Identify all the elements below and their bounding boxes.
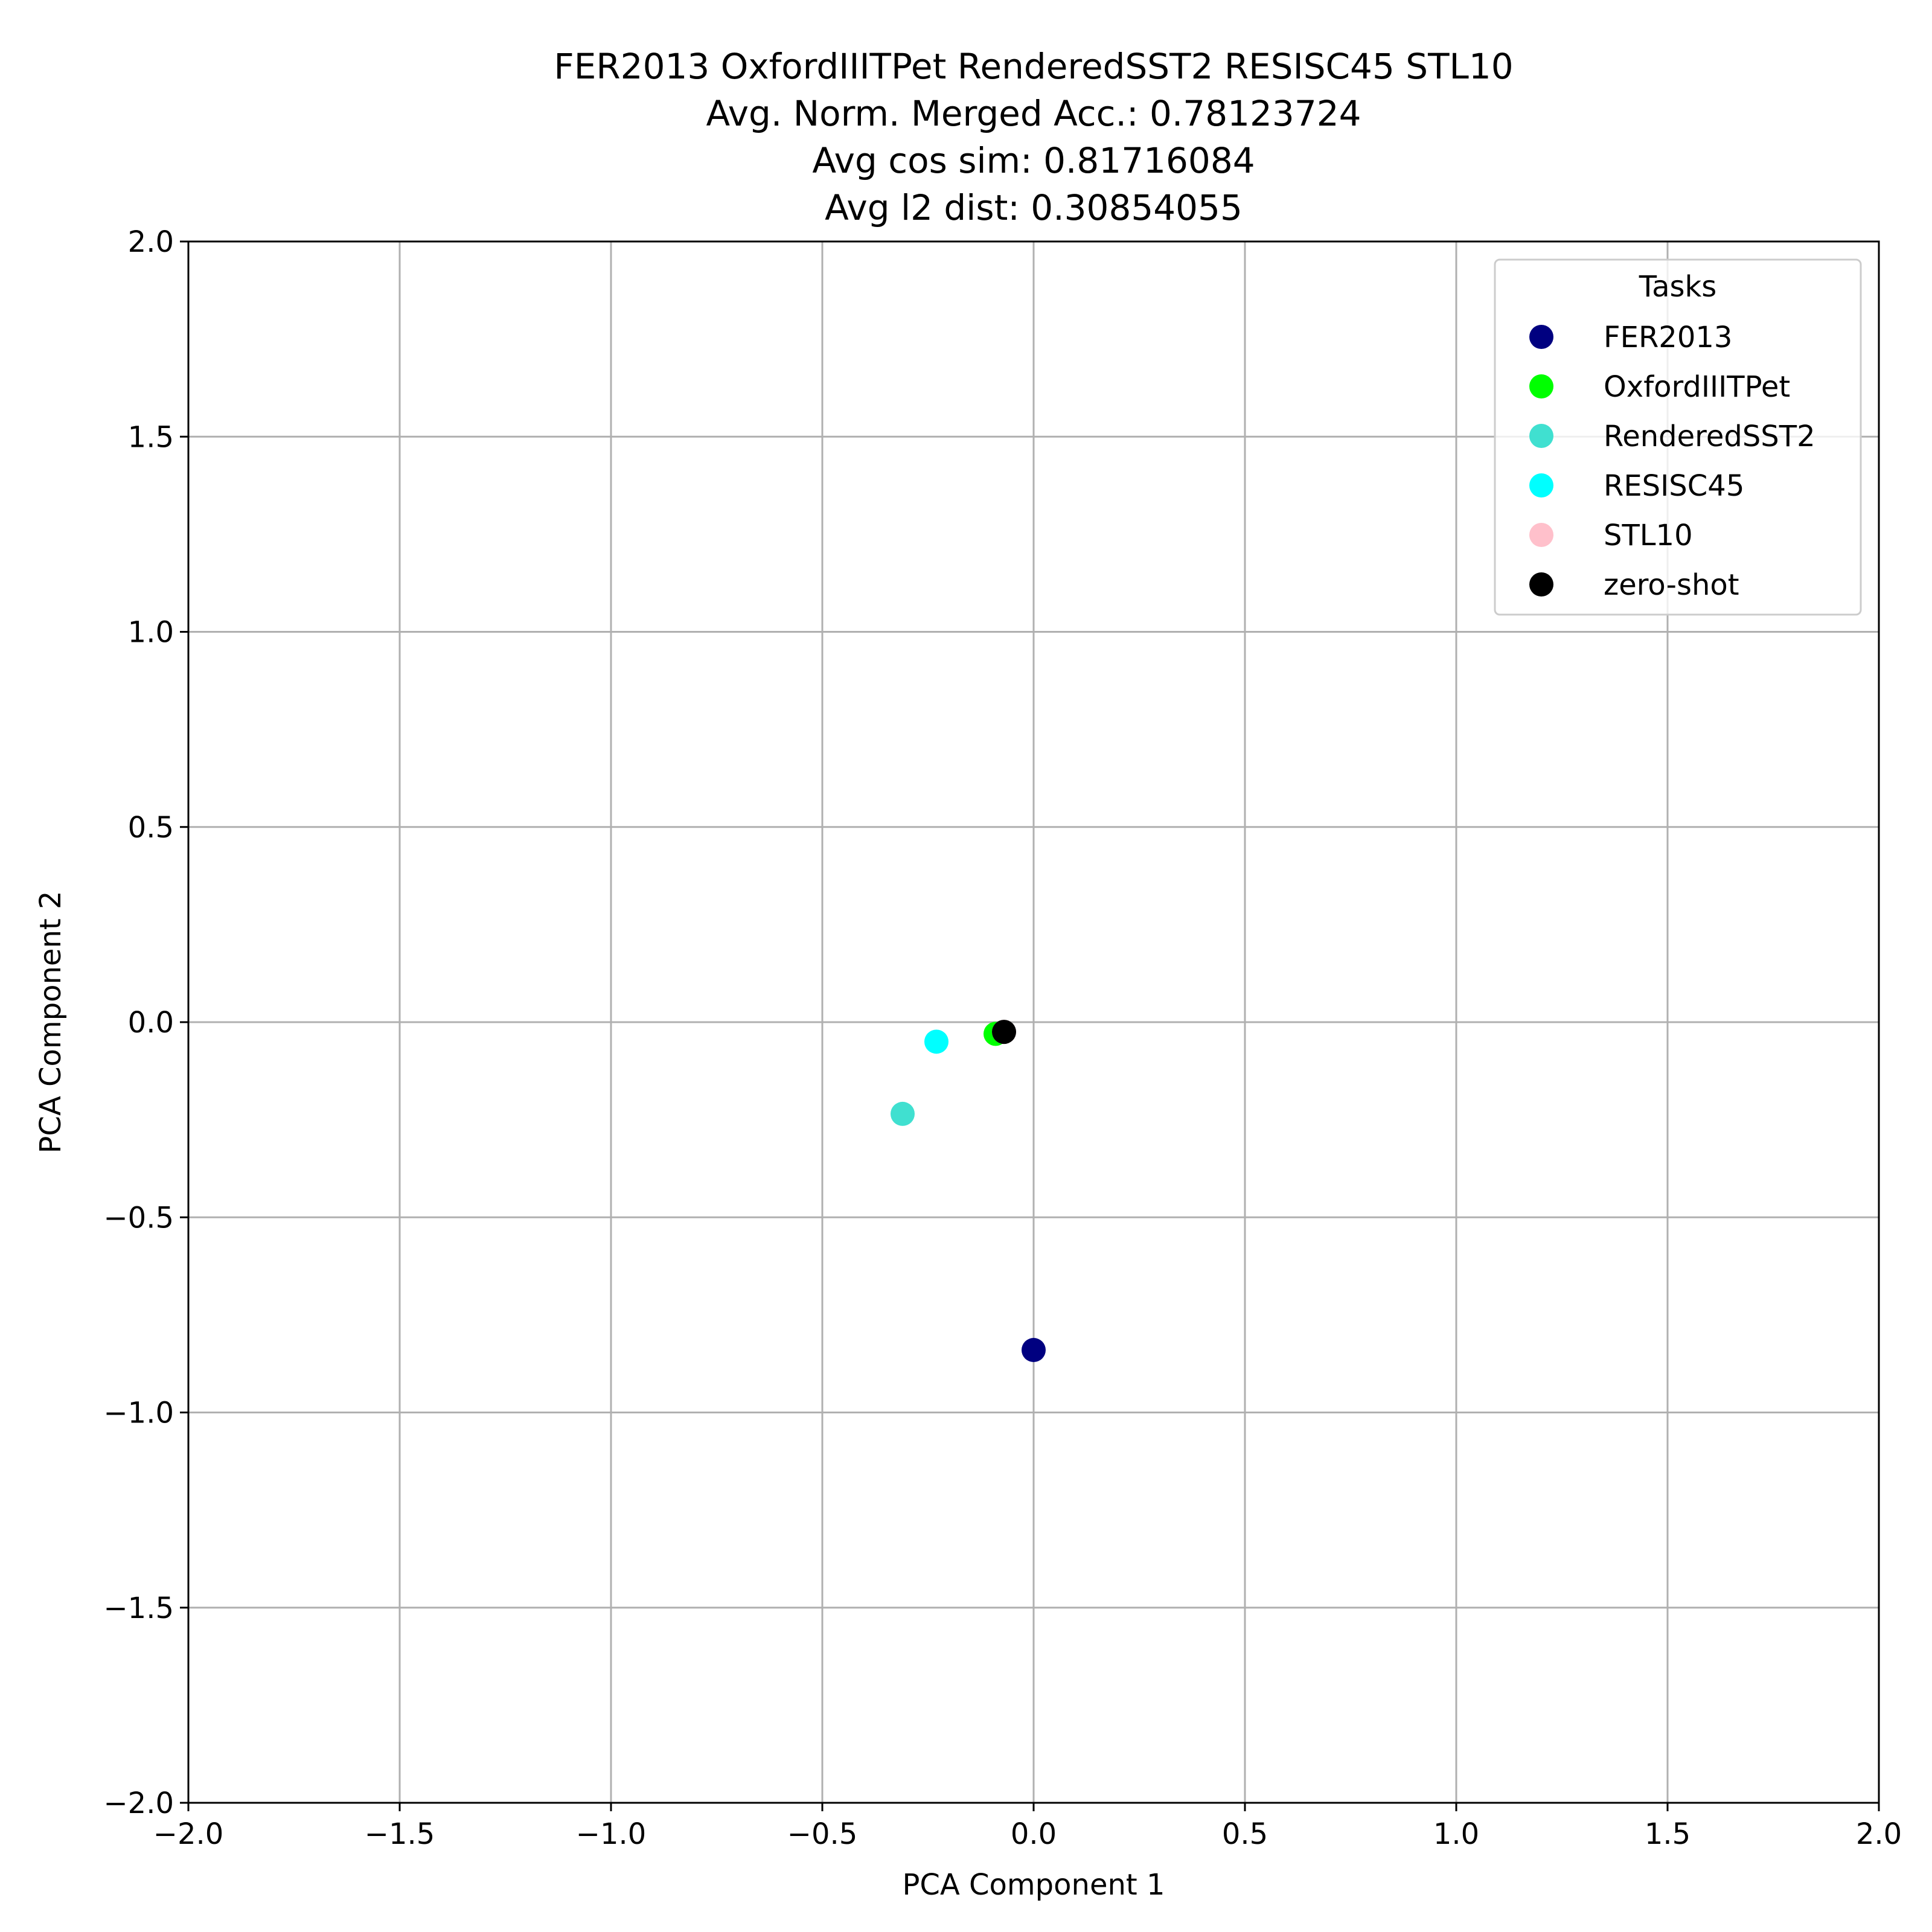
x-tick-label: 0.5 — [1222, 1817, 1268, 1851]
legend-box — [1494, 258, 1862, 616]
x-axis-label: PCA Component 1 — [902, 1868, 1165, 1902]
legend-marker-oxfordiiitpet — [1529, 374, 1553, 398]
x-tick-label: 1.5 — [1645, 1817, 1690, 1851]
data-points — [891, 1020, 1046, 1363]
y-tick-label: −2.0 — [103, 1786, 174, 1820]
x-tick-label: 1.0 — [1433, 1817, 1479, 1851]
x-tick-label: 0.0 — [1011, 1817, 1057, 1851]
legend: Tasks FER2013 OxfordIIITPet RenderedSST2 RE… — [1494, 258, 1862, 616]
title-line-2: Avg. Norm. Merged Acc.: 0.78123724 — [706, 93, 1361, 134]
y-tick-label: 0.5 — [128, 811, 174, 845]
legend-marker-fer2013 — [1529, 325, 1553, 349]
legend-marker-resisc45 — [1529, 473, 1553, 497]
legend-label-renderedsst2: RenderedSST2 — [1604, 420, 1815, 453]
legend-title: Tasks — [1639, 270, 1717, 304]
title-line-1: FER2013 OxfordIIITPet RenderedSST2 RESIS… — [554, 46, 1513, 87]
point-renderedsst2 — [891, 1101, 915, 1126]
legend-label-oxfordiiitpet: OxfordIIITPet — [1604, 370, 1790, 404]
point-resisc45 — [924, 1029, 948, 1054]
title-line-3: Avg cos sim: 0.81716084 — [812, 140, 1255, 181]
plot-frame — [187, 240, 1880, 1804]
y-tick-label: 0.0 — [128, 1006, 174, 1040]
legend-label-zero-shot: zero-shot — [1604, 568, 1739, 602]
title-line-4: Avg l2 dist: 0.30854055 — [825, 187, 1243, 228]
x-tick-label: 2.0 — [1856, 1817, 1902, 1851]
y-axis-label: PCA Component 2 — [34, 891, 68, 1153]
legend-marker-stl10 — [1529, 523, 1553, 547]
y-tick-label: 2.0 — [128, 225, 174, 259]
x-tick-label: −1.5 — [365, 1817, 435, 1851]
y-tick-label: 1.5 — [128, 420, 174, 454]
legend-label-stl10: STL10 — [1604, 519, 1693, 552]
x-tick-label: −2.0 — [153, 1817, 224, 1851]
x-tick-label: −1.0 — [576, 1817, 647, 1851]
point-zero-shot — [992, 1020, 1016, 1044]
legend-marker-renderedsst2 — [1529, 424, 1553, 448]
y-tick-label: 1.0 — [128, 616, 174, 650]
x-tick-label: −0.5 — [787, 1817, 858, 1851]
y-tick-label: −0.5 — [103, 1201, 174, 1235]
legend-label-resisc45: RESISC45 — [1604, 469, 1744, 503]
chart-title: FER2013 OxfordIIITPet RenderedSST2 RESIS… — [554, 46, 1513, 228]
legend-marker-zero-shot — [1529, 572, 1553, 597]
legend-label-fer2013: FER2013 — [1604, 321, 1732, 354]
y-tick-label: −1.0 — [103, 1396, 174, 1430]
point-fer2013 — [1022, 1338, 1046, 1363]
y-tick-label: −1.5 — [103, 1591, 174, 1625]
legend-items: FER2013 OxfordIIITPet RenderedSST2 RESISC45… — [1529, 321, 1815, 602]
axis-ticks: −2.0 −1.5 −1.0 −0.5 0.0 0.5 1.0 1.5 2.0 −2.0 −1.5 −… — [103, 225, 1902, 1851]
